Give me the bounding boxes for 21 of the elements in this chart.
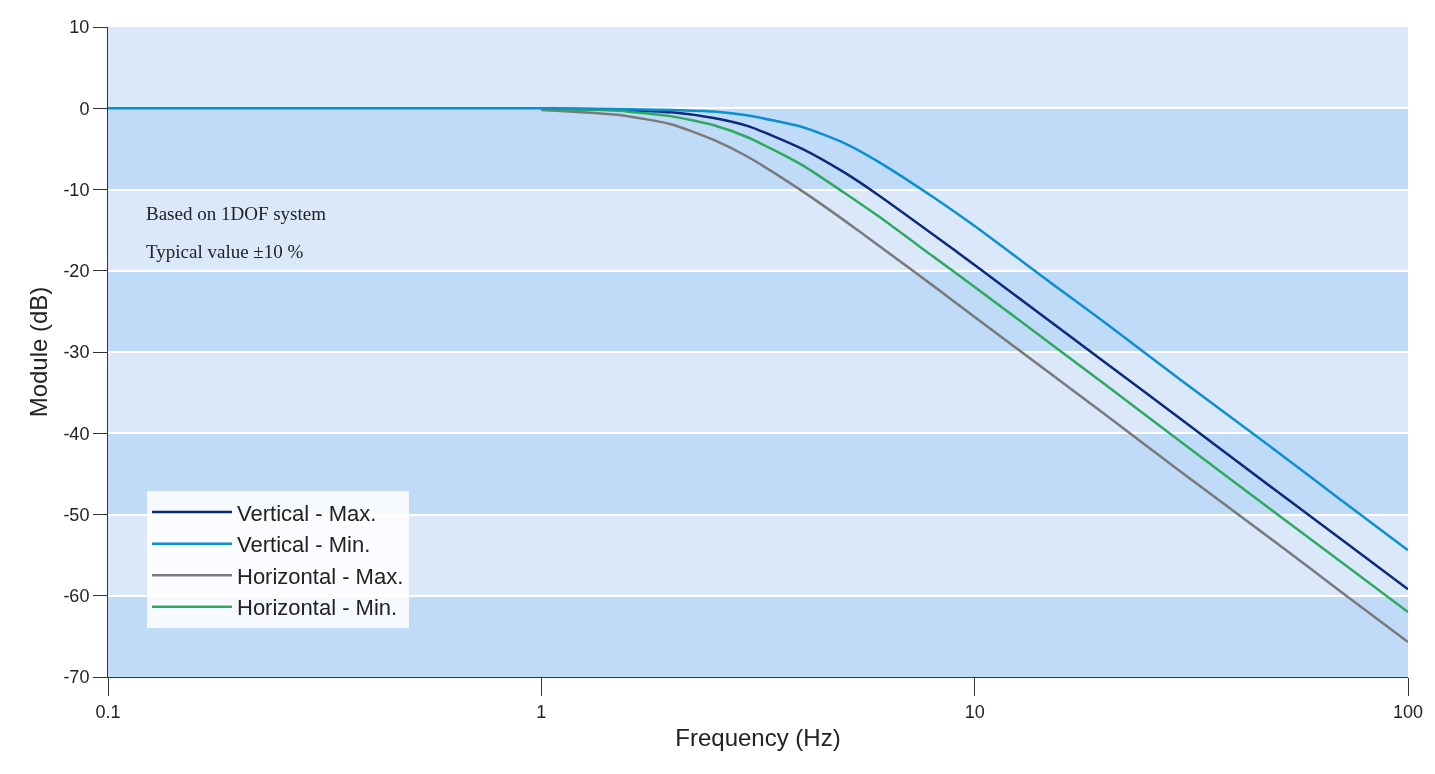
legend-label: Vertical - Max.	[237, 500, 377, 526]
y-axis-title: Module (dB)	[25, 286, 53, 418]
annotation: Typical value ±10 %	[146, 241, 304, 262]
y-tick-label: -50	[63, 504, 90, 525]
y-tick-label: -70	[63, 667, 90, 688]
y-tick-label: -30	[63, 342, 90, 363]
y-tick-label: -10	[63, 179, 90, 200]
x-tick-label: 10	[964, 701, 985, 722]
legend-label: Vertical - Min.	[237, 532, 371, 558]
y-tick-label: -40	[63, 423, 90, 444]
legend-label: Horizontal - Min.	[237, 595, 398, 621]
y-tick-label: -60	[63, 586, 90, 607]
x-tick-label: 1	[536, 701, 547, 722]
y-tick-label: -20	[63, 261, 90, 282]
y-tick-label: 0	[79, 98, 90, 119]
legend-label: Horizontal - Max.	[237, 563, 404, 589]
x-tick-label: 0.1	[95, 701, 121, 722]
y-tick-label: 10	[69, 17, 90, 38]
x-axis-title: Frequency (Hz)	[675, 723, 841, 751]
annotation: Based on 1DOF system	[146, 203, 327, 224]
x-tick-label: 100	[1392, 701, 1424, 722]
